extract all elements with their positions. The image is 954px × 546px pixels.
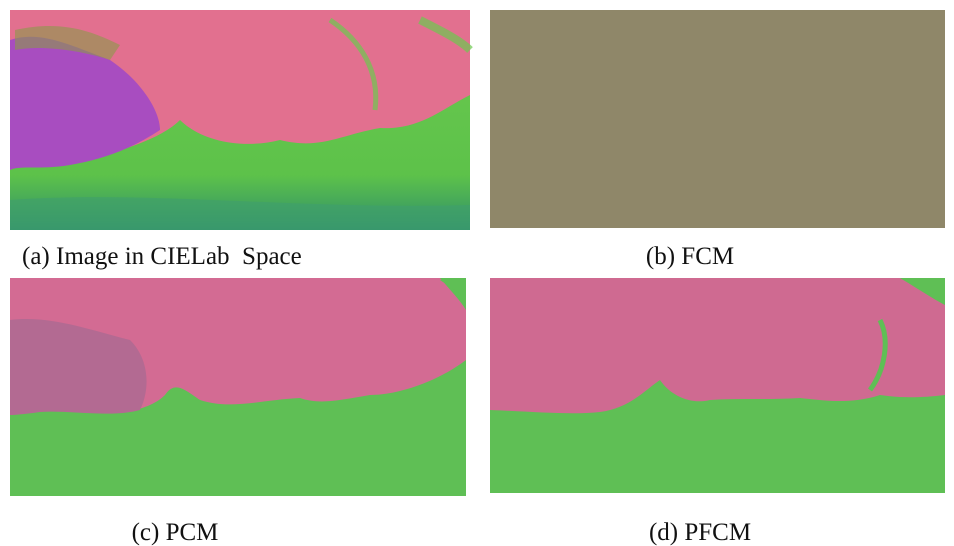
panel-c — [10, 278, 466, 496]
panel-b — [490, 10, 945, 228]
caption: (d) PFCM — [649, 519, 751, 546]
figure: (a) Image in CIELab Space (b) FCM (c) PC… — [0, 0, 954, 546]
caption: (a) Image in CIELab Space — [22, 243, 302, 270]
panel-d — [490, 278, 945, 493]
caption: (b) FCM — [646, 243, 734, 270]
caption: (c) PCM — [132, 519, 219, 546]
panel-a — [10, 10, 470, 230]
